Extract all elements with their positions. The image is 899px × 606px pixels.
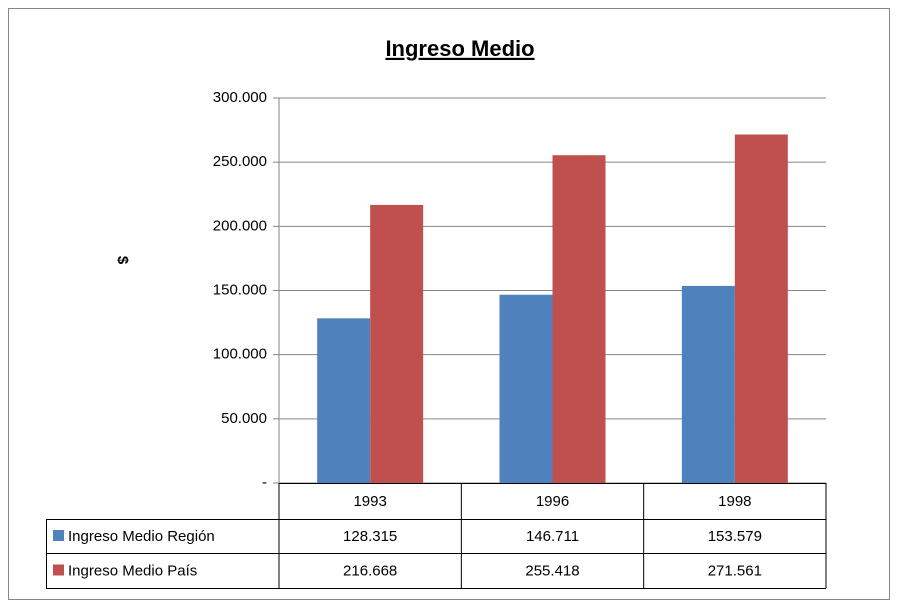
y-tick-label: 100.000	[213, 346, 267, 363]
y-tick-label: 200.000	[213, 217, 267, 234]
data-table-value: 255.418	[525, 562, 579, 579]
data-table-value: 216.668	[343, 562, 397, 579]
data-table-value: 128.315	[343, 528, 397, 545]
y-tick-label: 300.000	[213, 89, 267, 106]
bar	[499, 294, 553, 483]
chart-title: Ingreso Medio	[385, 36, 534, 61]
y-tick-label: -	[262, 474, 267, 491]
bar	[552, 155, 606, 483]
x-tick-label: 1996	[536, 493, 569, 510]
legend-label: Ingreso Medio País	[68, 562, 197, 579]
y-axis-label: $	[114, 256, 131, 265]
data-table-value: 146.711	[526, 528, 579, 545]
x-tick-label: 1993	[353, 493, 386, 510]
bar	[317, 318, 371, 483]
legend-label: Ingreso Medio Región	[68, 528, 215, 545]
y-tick-label: 50.000	[221, 410, 267, 427]
data-table-value: 271.561	[708, 562, 762, 579]
y-tick-label: 250.000	[213, 153, 267, 170]
legend-swatch	[53, 530, 64, 541]
y-tick-label: 150.000	[213, 281, 267, 298]
bar	[734, 134, 788, 484]
bar	[681, 285, 735, 483]
legend-swatch	[53, 564, 64, 576]
bar	[370, 204, 424, 483]
x-tick-label: 1998	[718, 493, 751, 510]
data-table-value: 153.579	[708, 528, 762, 545]
